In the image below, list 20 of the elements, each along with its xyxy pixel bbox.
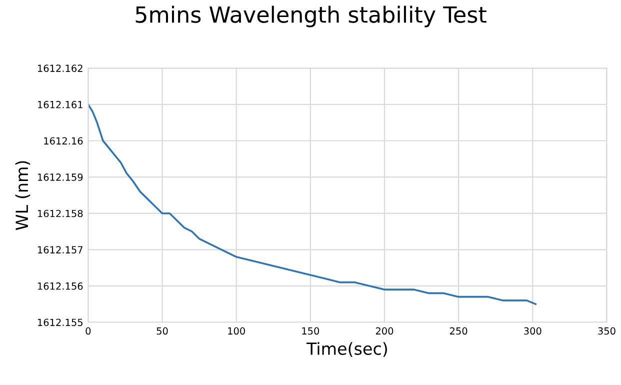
y-axis-title: WL (nm) bbox=[15, 161, 30, 230]
chart-title: 5mins Wavelength stability Test bbox=[136, 6, 486, 28]
x-tick-label: 100 bbox=[228, 327, 245, 335]
y-tick-label: 1612.162 bbox=[38, 64, 82, 72]
x-tick-label: 50 bbox=[156, 327, 168, 335]
x-tick-label: 0 bbox=[86, 327, 91, 335]
x-tick-label: 350 bbox=[598, 327, 616, 335]
y-tick-label: 1612.161 bbox=[38, 100, 82, 108]
y-tick-label: 1612.158 bbox=[38, 210, 83, 218]
y-tick-label: 1612.156 bbox=[38, 282, 83, 290]
x-tick-label: 250 bbox=[450, 327, 468, 335]
y-tick-label: 1612.16 bbox=[44, 137, 83, 145]
y-tick-label: 1612.155 bbox=[38, 318, 82, 326]
line-series bbox=[88, 104, 537, 305]
y-tick-label: 1612.159 bbox=[38, 174, 83, 181]
x-axis-title: Time(sec) bbox=[306, 342, 387, 357]
x-tick-label: 200 bbox=[376, 327, 394, 335]
y-tick-label: 1612.157 bbox=[38, 246, 82, 254]
x-tick-label: 300 bbox=[524, 327, 542, 335]
x-tick-label: 150 bbox=[302, 327, 320, 335]
